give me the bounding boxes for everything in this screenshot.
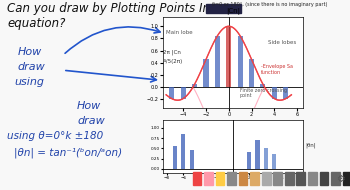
Bar — [272, 87, 277, 99]
Text: draw: draw — [18, 62, 45, 72]
Bar — [249, 59, 254, 87]
Bar — [272, 154, 276, 169]
Bar — [227, 172, 236, 185]
Text: -Envelope Sa
function: -Envelope Sa function — [261, 64, 293, 75]
Bar — [192, 84, 197, 87]
Text: draw: draw — [77, 116, 105, 126]
Text: Can you draw by Plotting Points In a: Can you draw by Plotting Points In a — [7, 2, 221, 15]
Text: equation?: equation? — [7, 17, 65, 30]
Bar — [215, 36, 220, 87]
Bar — [250, 172, 259, 185]
Bar — [285, 172, 294, 185]
Text: Side lobes: Side lobes — [268, 40, 296, 45]
Text: |θn| = tan⁻¹(ᵇon/ᵃon): |θn| = tan⁻¹(ᵇon/ᵃon) — [14, 147, 122, 158]
Bar — [262, 172, 271, 185]
Bar — [238, 36, 243, 87]
Text: using: using — [14, 77, 44, 87]
Bar — [204, 172, 213, 185]
Bar — [264, 148, 268, 169]
Bar — [247, 152, 251, 169]
Text: θ=0 or 180°, (since there is no imaginary part): θ=0 or 180°, (since there is no imaginar… — [212, 2, 327, 7]
Text: ⚙: ⚙ — [336, 174, 345, 184]
Text: How: How — [77, 101, 101, 111]
Text: How: How — [18, 47, 42, 57]
Bar — [331, 172, 340, 185]
Bar — [173, 146, 177, 169]
Bar — [343, 172, 350, 185]
Bar — [181, 87, 186, 99]
Bar — [216, 172, 224, 185]
Bar — [320, 172, 328, 185]
Bar — [189, 150, 194, 169]
Bar — [226, 26, 231, 87]
Bar — [169, 87, 174, 99]
Bar — [296, 172, 305, 185]
Text: Finite zero crossing
point: Finite zero crossing point — [240, 88, 287, 98]
Bar — [256, 140, 259, 169]
Text: Main lobe: Main lobe — [166, 29, 192, 35]
Bar — [181, 134, 186, 169]
Bar — [308, 172, 317, 185]
Text: |Cn|: |Cn| — [226, 8, 240, 15]
Bar — [273, 172, 282, 185]
Bar — [239, 172, 247, 185]
Text: 2π |Cn: 2π |Cn — [163, 50, 181, 55]
Text: A/5(2π): A/5(2π) — [163, 59, 183, 64]
Bar — [193, 172, 201, 185]
Bar — [203, 59, 209, 87]
Bar — [283, 87, 288, 99]
Bar — [206, 4, 241, 13]
Text: using θ=0°k ±180: using θ=0°k ±180 — [7, 131, 103, 141]
Text: |θn|: |θn| — [306, 142, 316, 148]
Bar — [260, 84, 265, 87]
